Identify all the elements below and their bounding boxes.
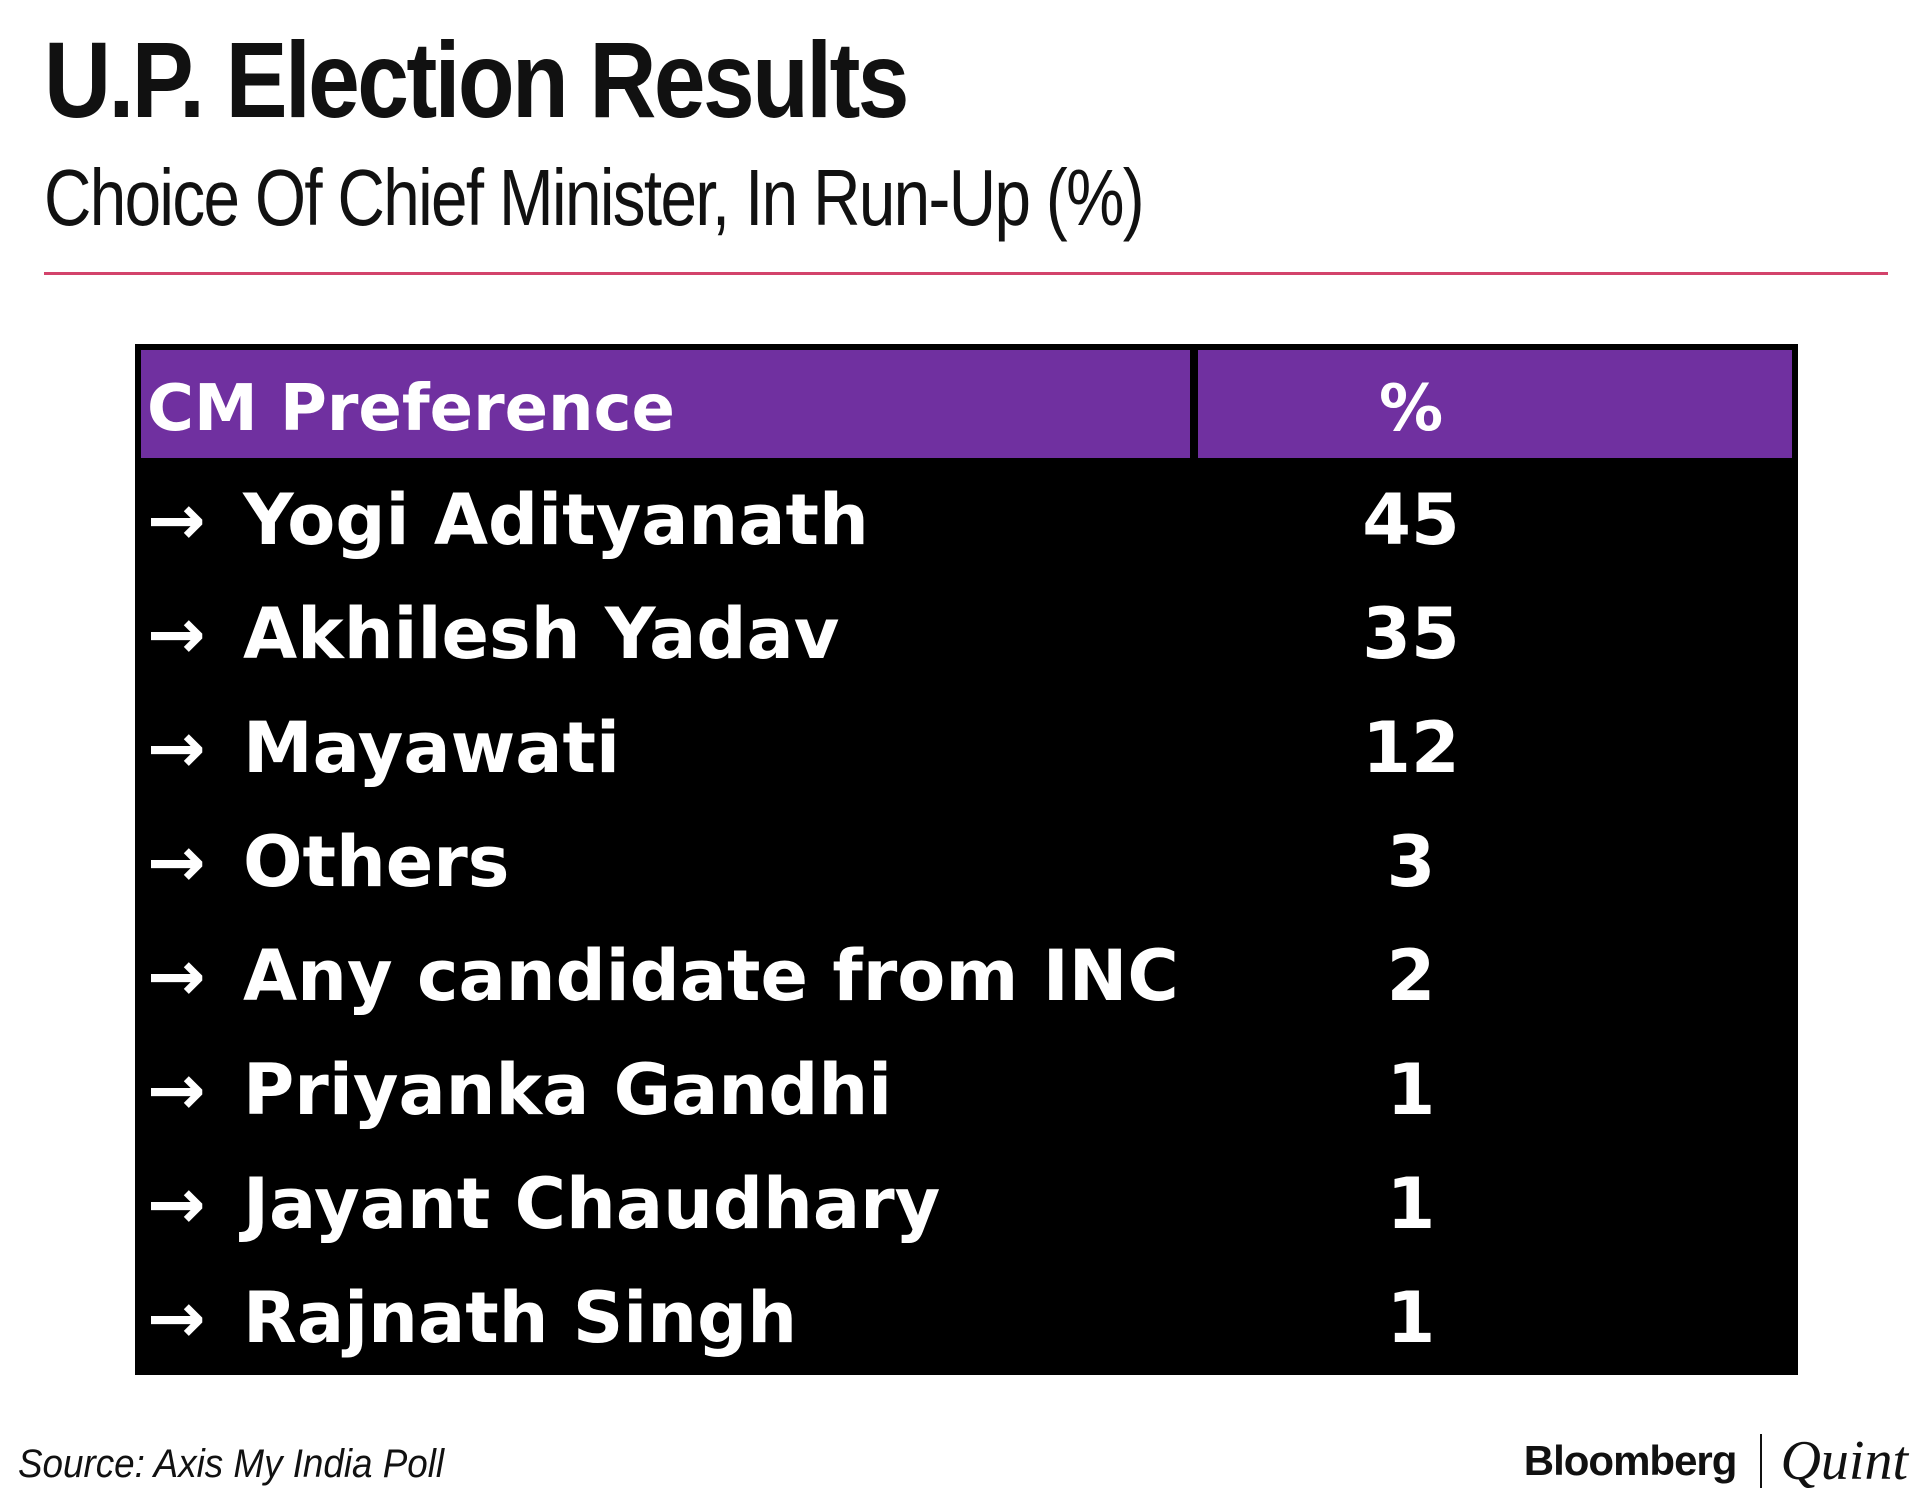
row-value: 1 <box>1387 1163 1436 1245</box>
brand-logo: Bloomberg Quint <box>1523 1430 1908 1492</box>
row-value: 3 <box>1387 821 1436 903</box>
row-arrow-icon: → <box>147 1277 206 1359</box>
header-label-name: CM Preference <box>147 372 675 446</box>
header-cell-value <box>1198 350 1792 458</box>
row-arrow-icon: → <box>147 1163 206 1245</box>
row-label: Any candidate from INC <box>243 935 1179 1017</box>
row-label: Others <box>243 821 509 903</box>
row-value: 45 <box>1362 479 1459 561</box>
title-divider <box>44 272 1888 275</box>
row-value: 12 <box>1362 707 1459 789</box>
row-value: 1 <box>1387 1277 1436 1359</box>
row-arrow-icon: → <box>147 935 206 1017</box>
table-background <box>135 344 1798 1375</box>
row-label: Yogi Adityanath <box>242 479 869 561</box>
row-arrow-icon: → <box>147 707 206 789</box>
chart-subtitle: Choice Of Chief Minister, In Run-Up (%) <box>44 153 1145 242</box>
row-arrow-icon: → <box>147 1049 206 1131</box>
brand-divider <box>1760 1434 1763 1488</box>
header-label-value: % <box>1379 372 1443 446</box>
row-label: Priyanka Gandhi <box>243 1049 892 1131</box>
brand-bloomberg: Bloomberg <box>1523 1437 1738 1484</box>
row-label: Rajnath Singh <box>243 1277 797 1359</box>
chart-title: U.P. Election Results <box>44 19 909 140</box>
row-arrow-icon: → <box>147 821 206 903</box>
cm-preference-table: CM Preference% → Yogi Adityanath 45 → Akhiles… <box>135 344 1798 1375</box>
row-arrow-icon: → <box>147 479 206 561</box>
brand-quint: Quint <box>1780 1430 1908 1492</box>
row-value: 1 <box>1387 1049 1436 1131</box>
source-note: Source: Axis My India Poll <box>18 1442 445 1486</box>
row-label: Akhilesh Yadav <box>243 593 839 675</box>
table-svg: CM Preference % → Yogi Adityanath 45 → Akhiles… <box>135 344 1798 1375</box>
header-cell-name <box>141 350 1190 458</box>
row-label: Jayant Chaudhary <box>239 1163 940 1245</box>
row-label: Mayawati <box>243 707 620 789</box>
row-arrow-icon: → <box>147 593 206 675</box>
row-value: 2 <box>1387 935 1436 1017</box>
row-value: 35 <box>1362 593 1459 675</box>
